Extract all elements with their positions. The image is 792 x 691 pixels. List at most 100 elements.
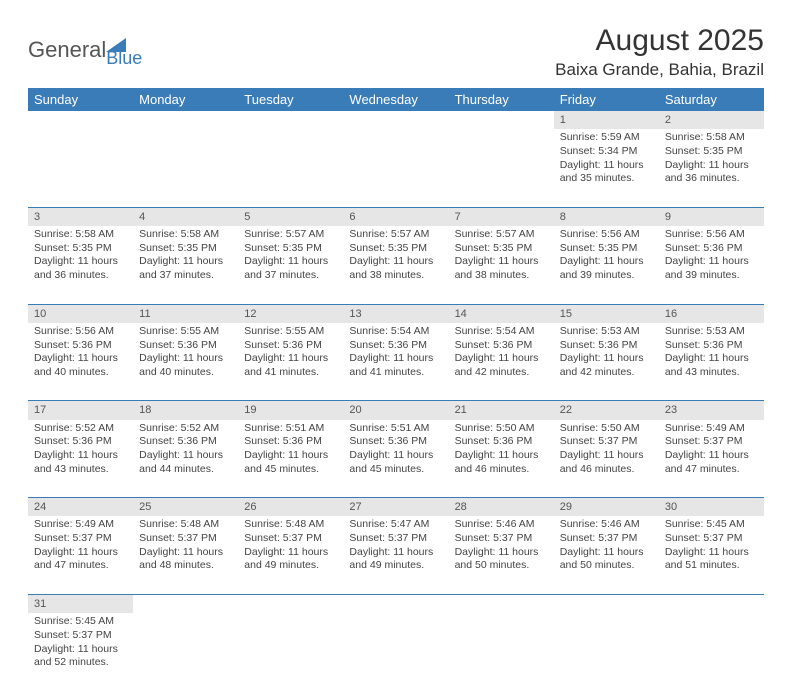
day-content: Sunrise: 5:46 AMSunset: 5:37 PMDaylight:…	[554, 516, 659, 577]
weekday-header: Sunday	[28, 88, 133, 111]
week-row: Sunrise: 5:58 AM Sunset: 5:35 PM Daylight:…	[28, 226, 764, 304]
day-cell: Sunrise: 5:49 AMSunset: 5:37 PMDaylight:…	[659, 420, 764, 498]
daynum-row: 17181920212223	[28, 401, 764, 420]
day-content: Sunrise: 5:46 AMSunset: 5:37 PMDaylight:…	[449, 516, 554, 577]
daylight-line: Daylight: 11 hours and 42 minutes.	[455, 352, 548, 379]
sunrise-line: Sunrise: 5:59 AM	[560, 131, 653, 145]
daynum-row: 31	[28, 594, 764, 613]
sunrise-line: Sunrise: 5:46 AM	[560, 518, 653, 532]
daylight-line: Daylight: 11 hours and 36 minutes.	[34, 255, 127, 282]
day-content: Sunrise: 5:51 AMSunset: 5:36 PMDaylight:…	[343, 420, 448, 481]
weekday-header-row: SundayMondayTuesdayWednesdayThursdayFrid…	[28, 88, 764, 111]
daylight-line: Daylight: 11 hours and 39 minutes.	[560, 255, 653, 282]
daynum-row: 12	[28, 111, 764, 129]
day-cell: Sunrise: 5:54 AMSunset: 5:36 PMDaylight:…	[343, 323, 448, 401]
sunset-line: Sunset: 5:35 PM	[139, 242, 232, 256]
logo-general: General	[28, 37, 106, 63]
daylight-line: Daylight: 11 hours and 45 minutes.	[244, 449, 337, 476]
title-block: August 2025 Baixa Grande, Bahia, Brazil	[555, 24, 764, 80]
day-cell: Sunrise: 5:58 AMSunset: 5:35 PMDaylight:…	[133, 226, 238, 304]
day-cell: Sunrise: 5:45 AMSunset: 5:37 PMDaylight:…	[28, 613, 133, 691]
week-row: Sunrise: 5:45 AMSunset: 5:37 PMDaylight:…	[28, 613, 764, 691]
sunrise-line: Sunrise: 5:47 AM	[349, 518, 442, 532]
sunset-line: Sunset: 5:36 PM	[455, 339, 548, 353]
sunrise-line: Sunrise: 5:45 AM	[665, 518, 758, 532]
day-cell: Sunrise: 5:45 AMSunset: 5:37 PMDaylight:…	[659, 516, 764, 594]
sunset-line: Sunset: 5:36 PM	[665, 242, 758, 256]
sunset-line: Sunset: 5:36 PM	[244, 435, 337, 449]
logo: General Blue	[28, 30, 142, 69]
day-cell	[659, 613, 764, 691]
sunset-line: Sunset: 5:36 PM	[560, 339, 653, 353]
day-number-cell: 22	[554, 401, 659, 420]
sunset-line: Sunset: 5:36 PM	[139, 435, 232, 449]
sunrise-line: Sunrise: 5:56 AM	[665, 228, 758, 242]
day-cell	[28, 129, 133, 207]
day-cell: Sunrise: 5:50 AMSunset: 5:36 PMDaylight:…	[449, 420, 554, 498]
sunrise-line: Sunrise: 5:58 AM	[34, 228, 127, 242]
day-number-cell: 3	[28, 207, 133, 226]
day-number-cell: 5	[238, 207, 343, 226]
day-number-cell: 28	[449, 498, 554, 517]
sunrise-line: Sunrise: 5:52 AM	[139, 422, 232, 436]
day-content: Sunrise: 5:56 AMSunset: 5:35 PMDaylight:…	[554, 226, 659, 287]
sunset-line: Sunset: 5:35 PM	[244, 242, 337, 256]
daylight-line: Daylight: 11 hours and 38 minutes.	[349, 255, 442, 282]
day-cell: Sunrise: 5:52 AMSunset: 5:36 PMDaylight:…	[28, 420, 133, 498]
sunrise-line: Sunrise: 5:45 AM	[34, 615, 127, 629]
day-number-cell: 9	[659, 207, 764, 226]
day-cell: Sunrise: 5:46 AMSunset: 5:37 PMDaylight:…	[449, 516, 554, 594]
day-content: Sunrise: 5:48 AMSunset: 5:37 PMDaylight:…	[238, 516, 343, 577]
sunset-line: Sunset: 5:37 PM	[665, 532, 758, 546]
sunrise-line: Sunrise: 5:52 AM	[34, 422, 127, 436]
sunrise-line: Sunrise: 5:50 AM	[455, 422, 548, 436]
daynum-row: 24252627282930	[28, 498, 764, 517]
day-number-cell: 4	[133, 207, 238, 226]
day-number-cell: 27	[343, 498, 448, 517]
sunset-line: Sunset: 5:36 PM	[349, 435, 442, 449]
day-cell	[238, 613, 343, 691]
sunset-line: Sunset: 5:36 PM	[34, 339, 127, 353]
day-content: Sunrise: 5:45 AMSunset: 5:37 PMDaylight:…	[28, 613, 133, 674]
day-cell: Sunrise: 5:57 AMSunset: 5:35 PMDaylight:…	[343, 226, 448, 304]
day-number-cell	[343, 594, 448, 613]
day-number-cell: 18	[133, 401, 238, 420]
day-number-cell: 6	[343, 207, 448, 226]
day-content: Sunrise: 5:57 AMSunset: 5:35 PMDaylight:…	[449, 226, 554, 287]
daylight-line: Daylight: 11 hours and 48 minutes.	[139, 546, 232, 573]
sunrise-line: Sunrise: 5:51 AM	[349, 422, 442, 436]
day-number-cell	[659, 594, 764, 613]
week-row: Sunrise: 5:56 AMSunset: 5:36 PMDaylight:…	[28, 323, 764, 401]
day-content: Sunrise: 5:50 AMSunset: 5:36 PMDaylight:…	[449, 420, 554, 481]
day-content: Sunrise: 5:53 AMSunset: 5:36 PMDaylight:…	[554, 323, 659, 384]
sunrise-line: Sunrise: 5:50 AM	[560, 422, 653, 436]
day-cell: Sunrise: 5:51 AMSunset: 5:36 PMDaylight:…	[343, 420, 448, 498]
day-number-cell: 24	[28, 498, 133, 517]
daylight-line: Daylight: 11 hours and 40 minutes.	[139, 352, 232, 379]
day-number-cell	[238, 111, 343, 129]
day-content: Sunrise: 5:55 AMSunset: 5:36 PMDaylight:…	[133, 323, 238, 384]
day-content: Sunrise: 5:55 AMSunset: 5:36 PMDaylight:…	[238, 323, 343, 384]
day-number-cell: 15	[554, 304, 659, 323]
sunset-line: Sunset: 5:37 PM	[455, 532, 548, 546]
day-number-cell	[449, 594, 554, 613]
daylight-line: Daylight: 11 hours and 35 minutes.	[560, 159, 653, 186]
daylight-line: Daylight: 11 hours and 40 minutes.	[34, 352, 127, 379]
day-number-cell: 23	[659, 401, 764, 420]
day-number-cell: 16	[659, 304, 764, 323]
day-cell	[238, 129, 343, 207]
sunset-line: Sunset: 5:35 PM	[665, 145, 758, 159]
daylight-line: Daylight: 11 hours and 43 minutes.	[665, 352, 758, 379]
day-content: Sunrise: 5:57 AMSunset: 5:35 PMDaylight:…	[343, 226, 448, 287]
daylight-line: Daylight: 11 hours and 36 minutes.	[665, 159, 758, 186]
day-number-cell	[238, 594, 343, 613]
sunrise-line: Sunrise: 5:51 AM	[244, 422, 337, 436]
sunrise-line: Sunrise: 5:46 AM	[455, 518, 548, 532]
sunset-line: Sunset: 5:36 PM	[34, 435, 127, 449]
sunrise-line: Sunrise: 5:48 AM	[139, 518, 232, 532]
daylight-line: Daylight: 11 hours and 39 minutes.	[665, 255, 758, 282]
daylight-line: Daylight: 11 hours and 43 minutes.	[34, 449, 127, 476]
daylight-line: Daylight: 11 hours and 51 minutes.	[665, 546, 758, 573]
day-number-cell: 1	[554, 111, 659, 129]
day-number-cell	[28, 111, 133, 129]
